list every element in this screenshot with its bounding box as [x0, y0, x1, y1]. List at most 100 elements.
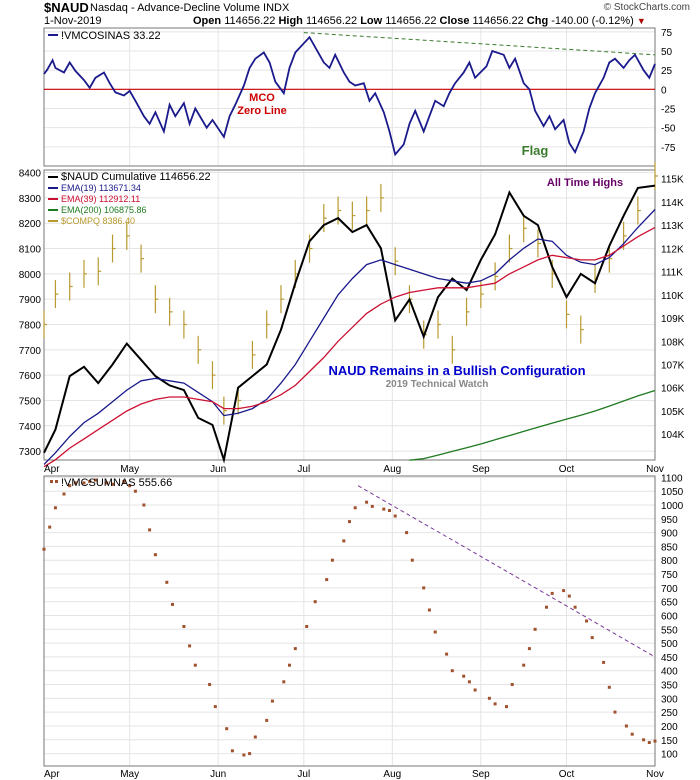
x-tick-label: Jul [297, 464, 310, 475]
x-tick-label: Sep [472, 769, 490, 780]
annotation-watch: 2019 Technical Watch [386, 379, 489, 390]
y-tick-label: 75 [661, 28, 673, 39]
low-value: 114656.22 [385, 15, 437, 27]
summation-point [82, 481, 86, 485]
summation-point [182, 625, 186, 628]
y-tick-label-left: 7400 [19, 422, 42, 433]
x-tick-label: Sep [472, 464, 490, 475]
y-tick-label: 1000 [661, 501, 684, 512]
annotation-mco: MCO [249, 92, 275, 104]
summation-point [325, 578, 329, 582]
summation-point [193, 663, 197, 667]
summation-point [487, 696, 491, 700]
chart-marks [42, 32, 658, 757]
x-tick-label: Nov [646, 464, 664, 475]
summation-point [93, 478, 97, 482]
summation-point [533, 627, 537, 631]
y-tick-label: 500 [661, 639, 678, 650]
legend-label: EMA(39) 112912.11 [61, 194, 140, 204]
summation-point [382, 507, 386, 511]
y-tick-label-left: 7800 [19, 320, 42, 331]
y-tick-label: 25 [661, 66, 673, 77]
summation-point [313, 600, 317, 604]
summation-point [265, 718, 269, 722]
y-tick-label-left: 8300 [19, 194, 42, 205]
summation-point [567, 594, 571, 598]
summation-point [585, 619, 588, 623]
close-value: 114656.22 [472, 15, 524, 27]
y-tick-label-right: 112K [661, 244, 684, 255]
y-tick-label: 850 [661, 542, 678, 553]
y-tick-label: 550 [661, 625, 678, 636]
summation-point [505, 705, 508, 709]
summation-point [388, 509, 391, 512]
low-label: Low [360, 15, 383, 27]
summation-point [393, 514, 397, 518]
y-tick-label-right: 105K [661, 407, 685, 418]
high-value: 114656.22 [305, 15, 358, 27]
chg-label: Chg [526, 15, 549, 27]
y-tick-label: 200 [661, 722, 678, 733]
chg-value: -140.00 (-0.12%) [551, 15, 634, 27]
x-tick-label: Jun [210, 769, 226, 780]
y-tick-label-left: 8100 [19, 245, 42, 256]
open-value: 114656.22 [224, 15, 276, 27]
panel-frame [43, 27, 656, 167]
annotation-zero-line: Zero Line [237, 105, 287, 117]
y-tick-label-right: 109K [661, 314, 685, 325]
summation-point [348, 520, 351, 524]
summation-point [88, 480, 92, 483]
y-tick-label-right: 110K [661, 291, 684, 302]
summation-point [165, 580, 169, 584]
y-tick-label: 150 [661, 736, 678, 747]
summation-point [270, 699, 274, 703]
legend-swatch [55, 480, 58, 483]
down-triangle-icon: ▼ [636, 16, 646, 26]
summation-point [68, 484, 72, 488]
summation-point [510, 683, 514, 686]
y-tick-label-left: 7300 [19, 447, 42, 458]
y-tick-label: -25 [661, 105, 676, 116]
summation-point [422, 586, 426, 590]
summation-point [607, 685, 611, 689]
y-tick-label: 650 [661, 598, 678, 609]
chart-symbol: $NAUD [44, 0, 89, 15]
summation-point [305, 625, 309, 628]
series-line [43, 184, 656, 464]
summation-point [562, 589, 566, 593]
summation-point [590, 636, 594, 640]
annotation-flag: Flag [522, 143, 549, 158]
high-label: High [278, 15, 303, 27]
close-label: Close [439, 15, 470, 27]
y-tick-label: 400 [661, 667, 678, 678]
summation-point [473, 688, 477, 692]
legend-label: !VMCSUMNAS 555.66 [61, 477, 172, 489]
x-tick-label: Aug [383, 464, 401, 475]
summation-point [208, 683, 212, 686]
y-tick-label: 600 [661, 611, 678, 622]
panel-frames [43, 27, 656, 767]
y-tick-label-left: 7900 [19, 295, 42, 306]
summation-point [62, 492, 66, 496]
summation-point [353, 506, 357, 510]
y-tick-label: -50 [661, 124, 676, 135]
summation-point [153, 553, 157, 557]
summation-point [230, 749, 234, 753]
y-tick-label: 950 [661, 515, 678, 526]
summation-point [624, 724, 628, 728]
y-tick-label-left: 8200 [19, 219, 42, 230]
summation-point [242, 753, 246, 757]
summation-point [522, 663, 526, 667]
y-tick-label-right: 107K [661, 360, 685, 371]
x-tick-label: Oct [559, 769, 575, 780]
chart-description: Nasdaq - Advance-Decline Volume INDX [90, 2, 290, 14]
x-tick-label: Apr [44, 464, 60, 475]
y-tick-label-right: 114K [661, 198, 684, 209]
summation-point [330, 558, 334, 562]
x-tick-label: May [120, 464, 139, 475]
y-tick-label-right: 106K [661, 384, 685, 395]
summation-point [73, 481, 77, 485]
summation-point [53, 506, 57, 510]
y-tick-label-right: 104K [661, 430, 685, 441]
